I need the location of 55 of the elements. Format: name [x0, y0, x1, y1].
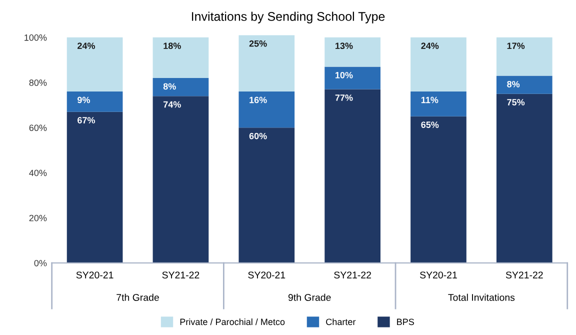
- data-label: 25%: [249, 40, 267, 47]
- data-label: 24%: [78, 42, 96, 50]
- x-tick-label: SY21-22: [162, 272, 200, 278]
- x-tick-label: SY20-21: [248, 272, 286, 278]
- y-tick-label: 100%: [24, 34, 47, 41]
- data-label: 75%: [507, 99, 525, 106]
- text: Total Invitations: [448, 294, 515, 301]
- bar: [238, 128, 295, 263]
- bar: [496, 37, 552, 76]
- legend-label: Charter: [326, 318, 356, 326]
- y-tick-label: 20%: [29, 214, 47, 222]
- bar: [66, 112, 123, 263]
- bar: [410, 92, 466, 116]
- legend-label: BPS: [397, 318, 414, 326]
- data-label: 67%: [78, 117, 96, 124]
- chart-title: Invitations by Sending School Type: [192, 12, 385, 24]
- bar: [324, 37, 380, 67]
- y-tick-label: 40%: [29, 170, 47, 176]
- data-label: 8%: [507, 80, 520, 88]
- text: 7th Grade: [116, 294, 159, 301]
- data-label: 17%: [507, 42, 525, 50]
- bar: [66, 92, 123, 112]
- data-label: 16%: [250, 96, 267, 104]
- bar: [496, 94, 552, 263]
- y-tick-label: 60%: [29, 124, 47, 132]
- bar: [238, 35, 295, 92]
- data-label: 18%: [164, 42, 181, 50]
- bar: [410, 116, 466, 263]
- y-tick-label: 0%: [34, 260, 47, 266]
- text: 9th Grade: [288, 294, 331, 301]
- data-label: 9%: [78, 96, 90, 104]
- y-tick-label: 80%: [29, 80, 47, 86]
- data-label: 74%: [163, 101, 181, 108]
- data-label: 11%: [421, 96, 438, 104]
- data-label: 24%: [421, 42, 439, 50]
- legend-label: Private / Parochial / Metco: [180, 318, 285, 326]
- bar: [324, 89, 380, 263]
- bar: [152, 96, 209, 263]
- bar: [152, 78, 209, 96]
- bar: [410, 37, 466, 92]
- bar: [66, 37, 123, 92]
- bar: [152, 37, 209, 78]
- x-tick-label: SY20-21: [420, 272, 457, 278]
- x-tick-label: SY20-21: [76, 272, 114, 278]
- data-label: 65%: [421, 122, 439, 128]
- x-tick-label: SY21-22: [506, 272, 543, 278]
- bar: [324, 66, 380, 90]
- data-label: 10%: [336, 72, 353, 78]
- bar: [496, 76, 552, 94]
- data-label: 13%: [336, 42, 353, 50]
- data-label: 77%: [335, 94, 353, 101]
- data-label: 60%: [249, 132, 267, 140]
- bar: [238, 92, 295, 128]
- x-tick-label: SY21-22: [334, 272, 371, 278]
- data-label: 8%: [163, 83, 176, 90]
